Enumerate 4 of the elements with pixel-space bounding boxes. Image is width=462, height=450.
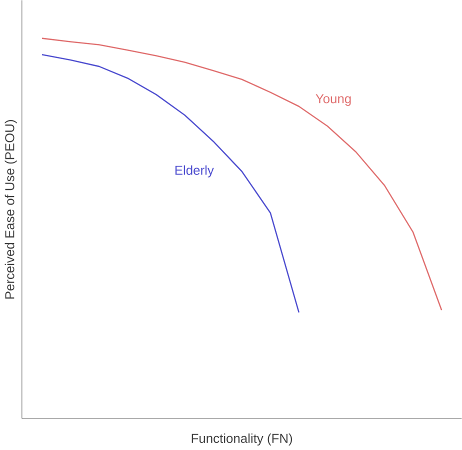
x-axis-title: Functionality (FN) <box>192 433 292 446</box>
y-axis-title: Perceived Ease of Use (PEOU) <box>4 120 17 298</box>
series-label: Elderly <box>175 165 214 178</box>
series-label: Young <box>316 94 351 106</box>
